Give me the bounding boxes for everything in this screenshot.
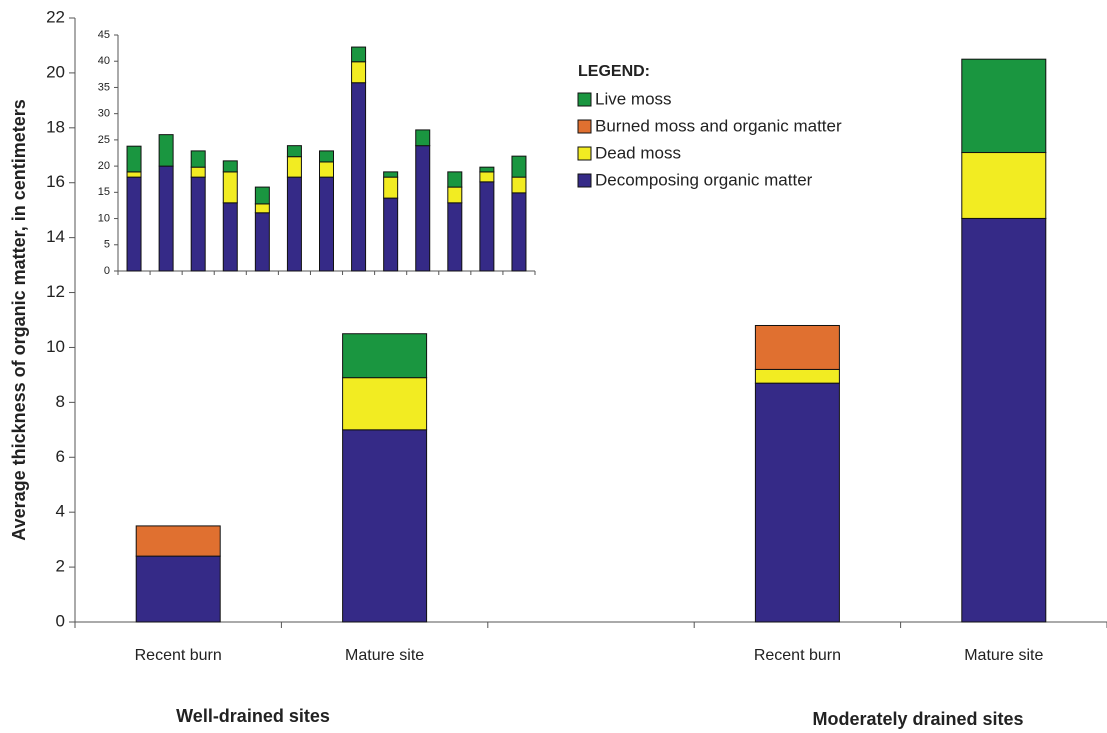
x-tick-label: Mature site [964,647,1043,664]
bar-segment [351,82,367,272]
group-label: Moderately drained sites [812,709,1023,729]
legend-swatch [577,146,592,161]
bar-segment [158,165,174,272]
bar-segment [754,368,840,384]
x-tick-label: Recent burn [135,647,222,664]
bar-segment [126,145,142,173]
y-tick-label: 16 [46,172,65,191]
y-tick-label: 14 [46,227,65,246]
bar-segment [190,166,206,178]
y-tick-label: 0 [56,611,65,630]
y-tick-label: 12 [46,282,65,301]
bar-segment [126,176,142,272]
y-tick-label: 2 [56,557,65,576]
legend-swatch [577,92,592,107]
bar-segment [254,212,270,272]
x-tick-label: Recent burn [754,647,841,664]
y-tick-label: 20 [98,160,110,172]
bar-segment [961,217,1047,623]
x-tick-label: Mature site [345,647,424,664]
bar-segment [961,152,1047,219]
group-label: Well-drained sites [176,706,330,726]
bar-segment [126,171,142,178]
bar-segment [479,171,495,183]
y-tick-label: 0 [104,265,110,277]
y-tick-label: 10 [46,337,65,356]
bar-segment [190,150,206,168]
bar-segment [383,176,399,199]
y-tick-label: 8 [56,392,65,411]
bar-segment [383,197,399,272]
y-tick-label: 15 [98,186,110,198]
bar-segment [254,203,270,214]
bar-segment [319,176,334,272]
y-tick-label: 10 [98,212,110,224]
y-axis-label: Average thickness of organic matter, in … [9,99,29,541]
legend-label: Burned moss and organic matter [595,116,842,135]
y-tick-label: 45 [98,29,110,41]
bar-segment [511,176,527,194]
legend-label: Decomposing organic matter [595,170,813,189]
bar-segment [351,46,367,63]
legend-label: Dead moss [595,143,681,162]
legend-swatch [577,173,592,188]
bar-segment [286,145,302,158]
bar-segment [447,202,463,272]
legend-label: Live moss [595,89,672,108]
bar-segment [222,171,238,204]
y-tick-label: 40 [98,55,110,67]
bar-segment [286,156,302,178]
y-tick-label: 4 [56,502,65,521]
bar-segment [447,186,463,204]
y-tick-label: 30 [98,108,110,120]
bar-segment [319,150,334,163]
bar-segment [754,324,840,370]
bar-segment [447,171,463,188]
y-tick-label: 35 [98,81,110,93]
bar-segment [254,186,270,205]
bar-segment [511,155,527,178]
bar-segment [754,382,840,623]
bar-segment [135,555,221,623]
bar-segment [415,145,431,272]
bar-segment [511,192,527,272]
bar-segment [286,176,302,272]
bar-segment [383,171,399,178]
legend-title: LEGEND: [578,63,650,80]
bar-segment [351,61,367,84]
bar-segment [342,429,428,623]
y-tick-label: 6 [56,447,65,466]
legend-swatch [577,119,592,134]
bar-segment [222,160,238,173]
bar-segment [479,181,495,272]
bar-segment [222,202,238,272]
bar-segment [342,377,428,431]
y-tick-label: 25 [98,134,110,146]
y-tick-label: 20 [46,62,65,81]
y-tick-label: 5 [104,239,110,251]
bar-segment [135,525,221,557]
bar-segment [190,176,206,272]
y-tick-label: 18 [46,117,65,136]
bar-segment [158,134,174,167]
y-tick-label: 22 [46,7,65,26]
bar-segment [342,333,428,379]
bar-segment [479,166,495,173]
bar-segment [319,161,334,178]
bar-segment [415,129,431,147]
bar-segment [961,58,1047,154]
